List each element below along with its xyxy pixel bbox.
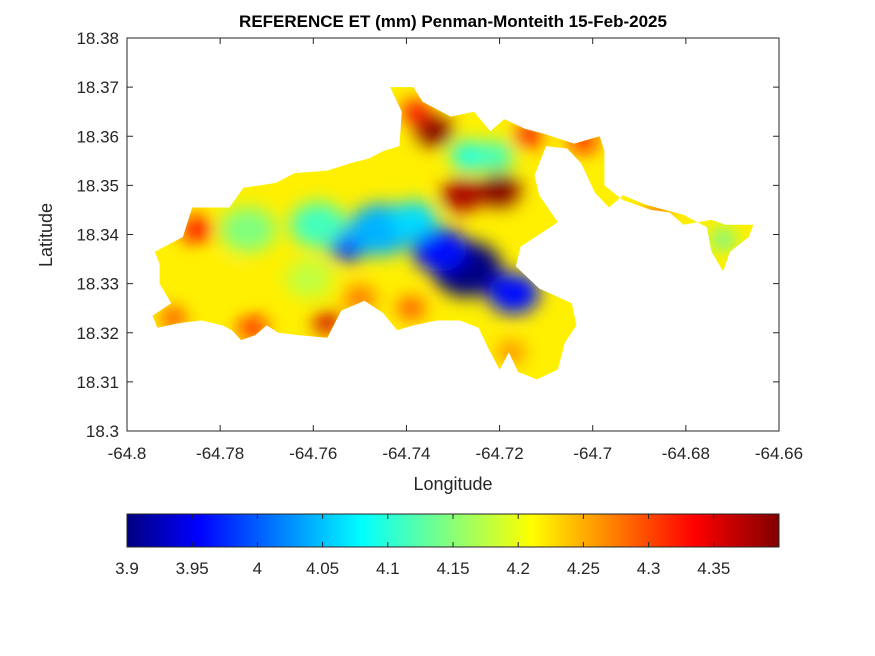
colorbar-tick-label: 4.15 (436, 559, 469, 578)
x-tick-label: -64.66 (755, 444, 803, 463)
heat-cell-18 (180, 216, 214, 243)
chart-title: REFERENCE ET (mm) Penman-Monteith 15-Feb… (239, 12, 667, 31)
colorbar-ticks: 3.9 3.95 4 4.05 4.1 4.15 4.2 4.25 4.3 4.35 (115, 514, 730, 578)
y-tick-label: 18.33 (76, 275, 119, 294)
y-tick-label: 18.32 (76, 324, 119, 343)
heat-cell-11 (711, 230, 735, 249)
x-axis-label: Longitude (413, 474, 492, 494)
y-tick-label: 18.37 (76, 78, 119, 97)
y-axis-label: Latitude (36, 203, 56, 267)
x-tick-label: -64.74 (382, 444, 430, 463)
y-tick-label: 18.34 (76, 226, 119, 245)
colorbar-tick-label: 4.05 (306, 559, 339, 578)
heat-cell-16 (415, 116, 453, 147)
heat-cell-2 (487, 272, 540, 314)
heat-cell-5 (390, 201, 437, 239)
heat-cell-8 (290, 202, 346, 248)
heat-cell-25 (397, 297, 426, 320)
y-tick-label: 18.31 (76, 373, 119, 392)
colorbar-tick-label: 4.2 (506, 559, 530, 578)
heat-cell-10 (285, 260, 332, 298)
heat-cell-17 (401, 100, 430, 123)
colorbar-tick-label: 4.25 (567, 559, 600, 578)
y-tick-label: 18.3 (86, 422, 119, 441)
x-tick-label: -64.78 (196, 444, 244, 463)
heat-cell-9 (220, 207, 277, 252)
x-tick-label: -64.76 (289, 444, 337, 463)
y-tick-label: 18.36 (76, 127, 119, 146)
x-tick-label: -64.68 (662, 444, 710, 463)
x-axis-ticks: -64.8 -64.78 -64.76 -64.74 -64.72 -64.7 -64.68… (108, 38, 803, 463)
heat-cell-13 (497, 341, 526, 364)
x-tick-label: -64.7 (573, 444, 612, 463)
colorbar-tick-label: 4.3 (637, 559, 661, 578)
colorbar-tick-label: 3.95 (176, 559, 209, 578)
heat-cell-1 (411, 226, 467, 272)
x-tick-label: -64.8 (108, 444, 147, 463)
colorbar (126, 513, 780, 548)
heat-cell-7 (476, 140, 514, 171)
colorbar-tick-label: 4 (253, 559, 262, 578)
colorbar-tick-label: 3.9 (115, 559, 139, 578)
heat-cell-12 (201, 260, 249, 298)
heat-cell-6 (450, 140, 488, 171)
x-tick-label: -64.72 (475, 444, 523, 463)
y-tick-label: 18.38 (76, 29, 119, 48)
heat-cell-14 (441, 178, 484, 212)
colorbar-tick-label: 4.1 (376, 559, 400, 578)
heat-cell-15 (478, 173, 521, 208)
y-axis-ticks: 18.3 18.31 18.32 18.33 18.34 18.35 18.36 18.37 1… (76, 29, 779, 441)
y-tick-label: 18.35 (76, 176, 119, 195)
heat-cell-21 (161, 308, 186, 328)
colorbar-tick-label: 4.35 (697, 559, 730, 578)
